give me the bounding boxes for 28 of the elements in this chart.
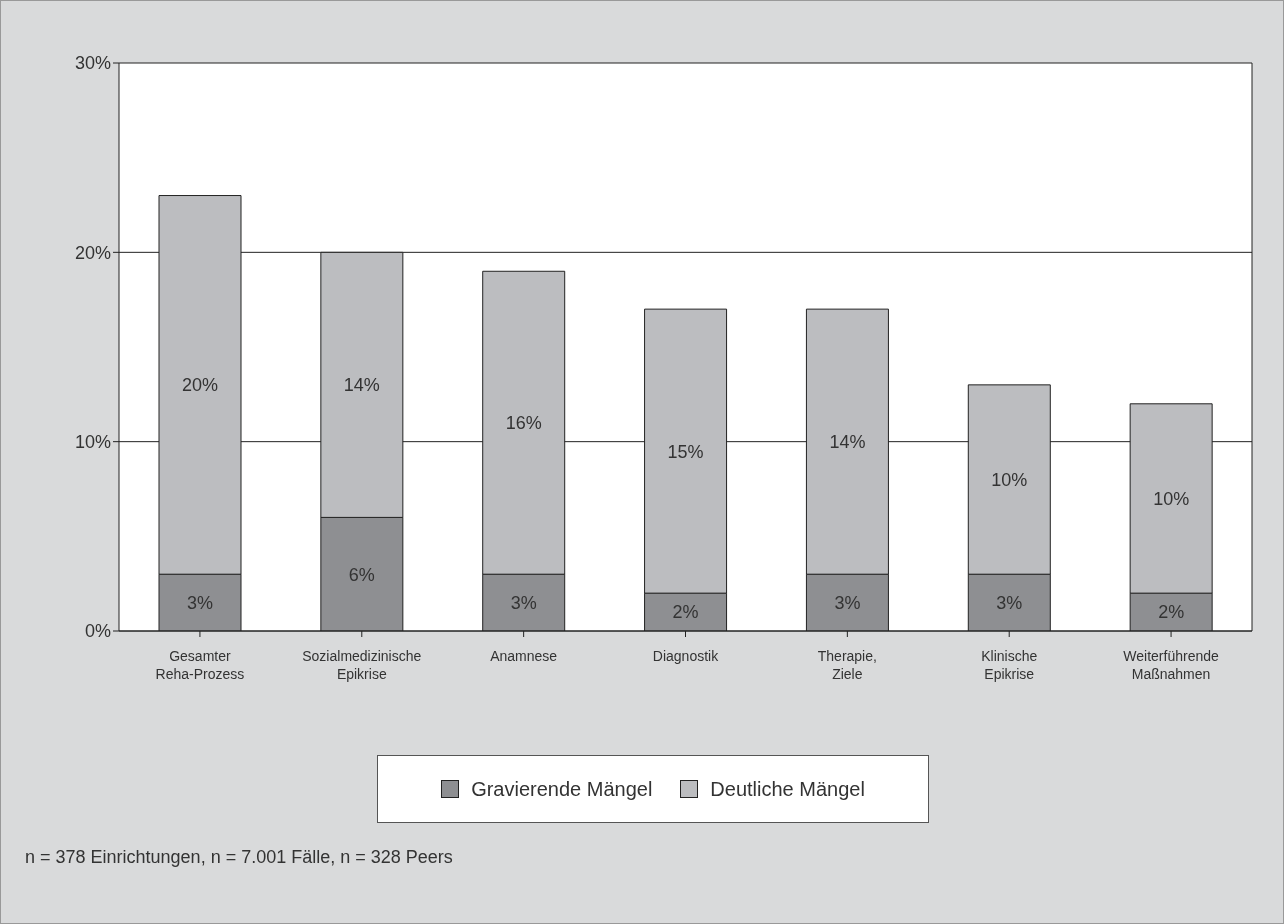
data-label: 14% xyxy=(343,375,380,396)
x-tick-label: Diagnostik xyxy=(652,648,720,664)
data-label: 10% xyxy=(1153,488,1190,509)
legend-label: Deutliche Mängel xyxy=(710,777,865,801)
data-label: 10% xyxy=(991,469,1028,490)
x-tick-label: Anamnese xyxy=(490,648,558,664)
x-tick-label: Gesamter Reha-Prozess xyxy=(155,648,245,682)
legend-label: Gravierende Mängel xyxy=(471,777,653,801)
data-label: 2% xyxy=(1158,602,1185,623)
data-label: 16% xyxy=(505,413,542,434)
x-tick-label: Sozialmedizinische Epikrise xyxy=(302,648,422,682)
data-label: 3% xyxy=(834,592,861,613)
data-label: 15% xyxy=(667,441,704,462)
data-label: 6% xyxy=(348,564,375,585)
x-tick-label: Therapie, Ziele xyxy=(817,648,877,682)
x-tick-label: Weiterführende Maßnahmen xyxy=(1123,648,1220,682)
y-tick-label: 30% xyxy=(74,53,111,74)
data-label: 20% xyxy=(181,375,219,396)
data-label: 3% xyxy=(996,592,1023,613)
data-label: 3% xyxy=(186,592,214,613)
data-label: 14% xyxy=(829,432,866,453)
y-tick-label: 0% xyxy=(84,621,111,642)
data-label: 2% xyxy=(672,602,699,623)
y-tick-label: 20% xyxy=(74,242,111,263)
data-label: 3% xyxy=(510,592,537,613)
text: n = 378 Einrichtungen, n = 7.001 Fälle, n = 328 Peers xyxy=(25,847,453,868)
y-tick-label: 10% xyxy=(74,432,111,453)
x-tick-label: Klinische Epikrise xyxy=(981,648,1038,682)
